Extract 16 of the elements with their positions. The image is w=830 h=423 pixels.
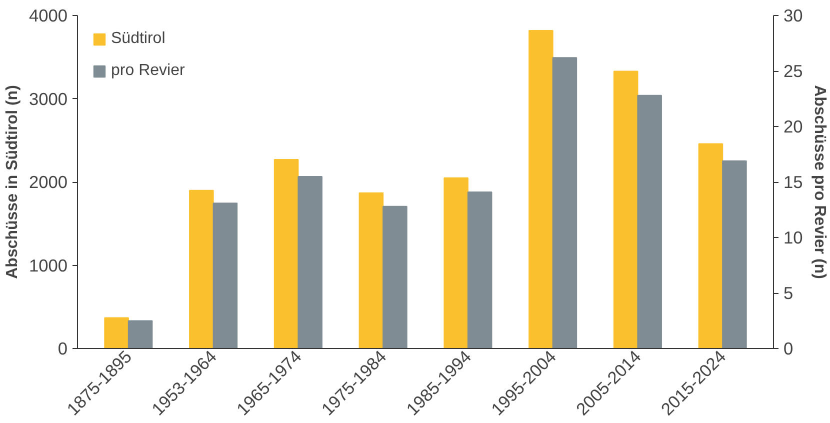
y2-tick-label: 15 [784,172,803,192]
y2-tick-label: 20 [784,116,803,136]
y2-tick-label: 30 [784,6,803,26]
y2-tick-label: 10 [784,228,803,248]
y2-tick-label: 5 [784,283,794,303]
legend-label: Südtirol [111,30,166,48]
y-tick-label: 3000 [28,88,68,109]
y-tick-label: 1000 [28,255,68,276]
y-tick-label: 4000 [28,6,68,26]
y2-tick-label: 25 [784,61,803,81]
y-tick-label: 2000 [28,172,68,192]
y2-axis-title: Abschüsse pro Revier (n) [810,85,828,279]
y-tick-label: 0 [58,338,68,358]
y-axis-title: Abschüsse in Südtirol (n) [4,85,21,279]
legend-label: pro Revier [111,62,185,80]
y2-tick-label: 0 [784,338,794,358]
